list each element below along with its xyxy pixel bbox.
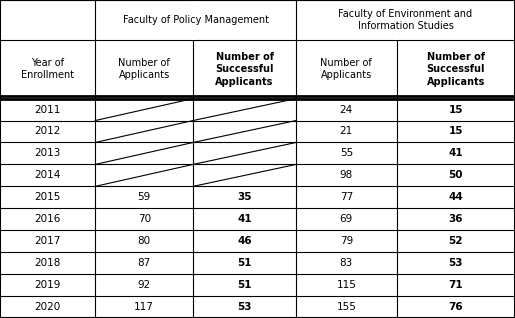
Text: 59: 59: [138, 192, 151, 202]
Text: 155: 155: [336, 302, 356, 312]
Text: 2015: 2015: [35, 192, 61, 202]
Text: 98: 98: [340, 170, 353, 180]
Text: 41: 41: [449, 149, 463, 158]
Text: 35: 35: [237, 192, 252, 202]
Text: 24: 24: [340, 105, 353, 114]
Text: 15: 15: [449, 127, 463, 136]
Text: 41: 41: [237, 214, 252, 224]
Text: 79: 79: [340, 236, 353, 246]
Text: Faculty of Environment and
Information Studies: Faculty of Environment and Information S…: [338, 9, 473, 31]
Text: 69: 69: [340, 214, 353, 224]
Text: 115: 115: [336, 280, 356, 290]
Text: Year of
Enrollment: Year of Enrollment: [21, 58, 74, 80]
Text: 80: 80: [138, 236, 151, 246]
Text: Number of
Applicants: Number of Applicants: [118, 58, 170, 80]
Text: 52: 52: [449, 236, 463, 246]
Text: 83: 83: [340, 258, 353, 268]
Text: 92: 92: [138, 280, 151, 290]
Text: 117: 117: [134, 302, 154, 312]
Text: Number of
Successful
Applicants: Number of Successful Applicants: [426, 52, 485, 86]
Text: 2011: 2011: [35, 105, 61, 114]
Text: 21: 21: [340, 127, 353, 136]
Text: 46: 46: [237, 236, 252, 246]
Text: 53: 53: [237, 302, 252, 312]
Text: 2012: 2012: [35, 127, 61, 136]
Text: 2016: 2016: [35, 214, 61, 224]
Text: 15: 15: [449, 105, 463, 114]
Text: 2014: 2014: [35, 170, 61, 180]
Text: Faculty of Policy Management: Faculty of Policy Management: [123, 15, 269, 25]
Text: 71: 71: [449, 280, 463, 290]
Text: 87: 87: [138, 258, 151, 268]
Text: 2019: 2019: [35, 280, 61, 290]
Text: 77: 77: [340, 192, 353, 202]
Text: 76: 76: [449, 302, 463, 312]
Text: 36: 36: [449, 214, 463, 224]
Text: 2013: 2013: [35, 149, 61, 158]
Text: 44: 44: [449, 192, 463, 202]
Text: 51: 51: [237, 258, 252, 268]
Text: 2020: 2020: [35, 302, 61, 312]
Text: Number of
Successful
Applicants: Number of Successful Applicants: [215, 52, 274, 86]
Text: 2018: 2018: [35, 258, 61, 268]
Text: 50: 50: [449, 170, 463, 180]
Text: Number of
Applicants: Number of Applicants: [320, 58, 372, 80]
Text: 70: 70: [138, 214, 151, 224]
Text: 51: 51: [237, 280, 252, 290]
Text: 53: 53: [449, 258, 463, 268]
Text: 2017: 2017: [35, 236, 61, 246]
Text: 55: 55: [340, 149, 353, 158]
